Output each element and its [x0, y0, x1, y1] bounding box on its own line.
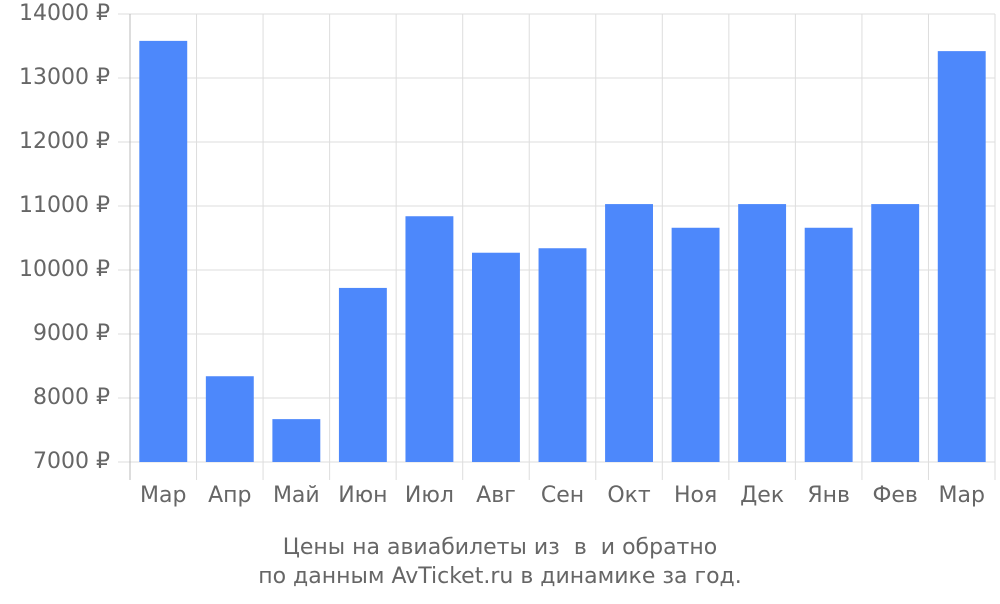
bar — [804, 227, 853, 462]
x-tick-label: Май — [273, 483, 320, 508]
bar — [605, 204, 653, 462]
y-tick-label: 14000 ₽ — [19, 1, 110, 26]
y-tick-label: 12000 ₽ — [19, 129, 110, 154]
bar — [671, 227, 720, 462]
bar — [272, 419, 321, 462]
x-tick-label: Июн — [338, 483, 387, 508]
x-tick-label: Фев — [872, 483, 917, 508]
bar — [139, 40, 188, 462]
y-tick-label: 9000 ₽ — [33, 321, 110, 346]
y-tick-label: 10000 ₽ — [19, 257, 110, 282]
x-tick-label: Июл — [405, 483, 454, 508]
bar — [472, 252, 520, 462]
x-tick-label: Ноя — [674, 483, 717, 508]
x-tick-label: Мар — [140, 483, 186, 508]
x-tick-label: Мар — [939, 483, 985, 508]
x-tick-label: Дек — [740, 483, 784, 508]
bar — [738, 204, 787, 462]
y-tick-label: 7000 ₽ — [33, 449, 110, 474]
bar — [405, 216, 454, 462]
x-tick-label: Апр — [208, 483, 251, 508]
chart-title: Цены на авиабилеты из в и обратно — [283, 535, 717, 560]
y-tick-label: 11000 ₽ — [19, 193, 110, 218]
x-tick-label: Окт — [607, 483, 651, 508]
y-tick-label: 8000 ₽ — [33, 385, 110, 410]
bar — [205, 376, 254, 462]
x-tick-label: Авг — [476, 483, 516, 508]
bar — [937, 51, 986, 463]
y-tick-label: 13000 ₽ — [19, 65, 110, 90]
x-tick-label: Сен — [541, 483, 584, 508]
bar — [538, 248, 587, 462]
bar — [338, 287, 387, 462]
bar — [871, 204, 920, 462]
chart-subtitle: по данным AvTicket.ru в динамике за год. — [258, 564, 742, 589]
x-tick-label: Янв — [807, 483, 850, 508]
